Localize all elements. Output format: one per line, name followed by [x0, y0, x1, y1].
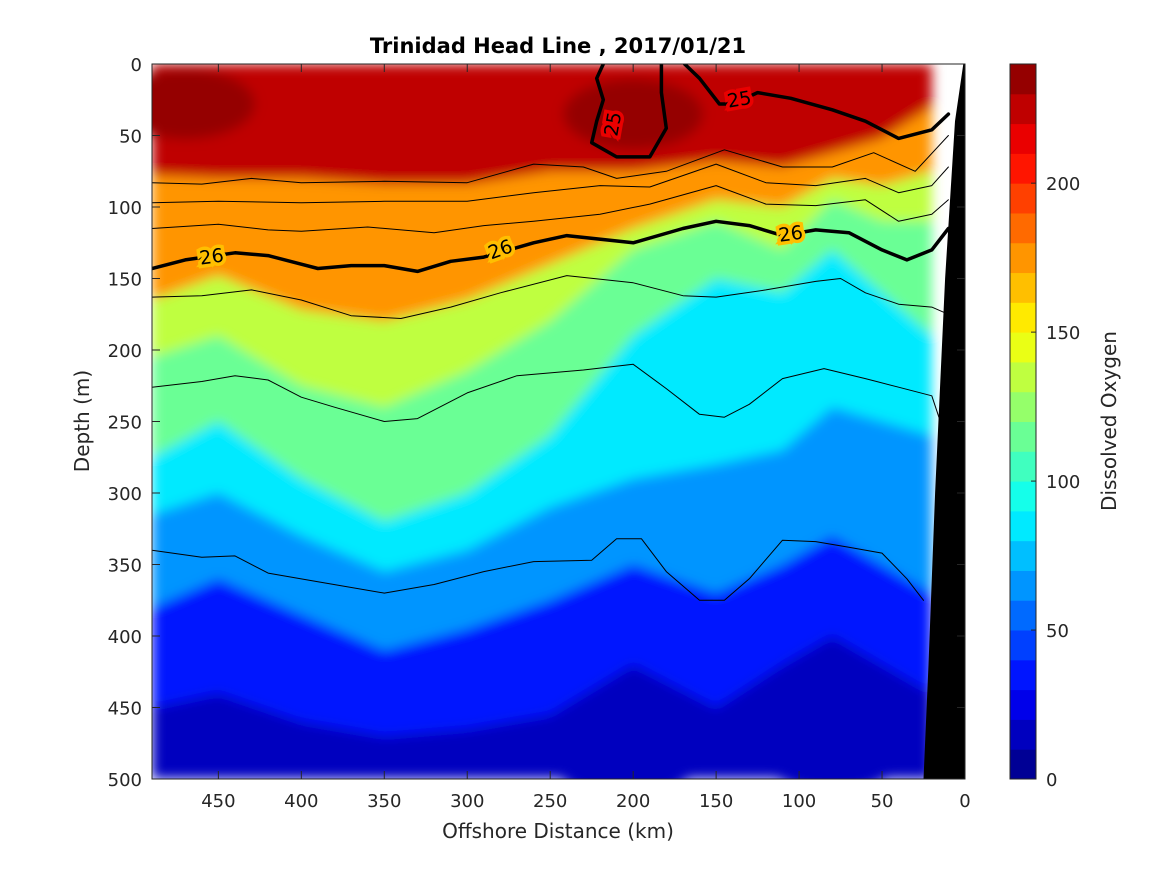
- x-tick-label: 350: [367, 791, 401, 812]
- density-contour: [152, 538, 924, 601]
- density-contour-layer: [152, 64, 951, 601]
- contour-label: 26: [774, 218, 808, 250]
- y-axis: 0 50 100 150 200 250 300 350 400 450 500: [108, 55, 965, 791]
- colorbar-swatch: [1010, 510, 1036, 542]
- colorbar-swatch: [1010, 391, 1036, 422]
- x-tick-label: 50: [871, 791, 894, 812]
- bathymetry-shelf: [923, 64, 965, 779]
- y-tick-label: 100: [108, 198, 142, 219]
- colorbar-swatch: [1010, 302, 1036, 333]
- density-contour: [682, 64, 951, 141]
- contour-label-text: 25: [600, 110, 626, 138]
- x-tick-label: 150: [699, 791, 733, 812]
- density-contour: [152, 185, 949, 234]
- contour-label: 26: [195, 241, 229, 273]
- colorbar-swatch: [1010, 689, 1036, 720]
- x-tick-label: 300: [450, 791, 484, 812]
- x-axis: 450 400 350 300 250 200 150 100 50 0: [201, 64, 971, 812]
- oxygen-core: [563, 79, 704, 150]
- contour-label: 25: [722, 83, 757, 116]
- colorbar-swatch: [1010, 212, 1036, 244]
- oxygen-band: [152, 535, 932, 737]
- y-tick-label: 500: [108, 770, 142, 791]
- x-tick-label: 400: [284, 791, 318, 812]
- colorbar-swatch: [1010, 153, 1036, 184]
- y-tick-label: 200: [108, 341, 142, 362]
- oxygen-fill-layer: [152, 64, 932, 779]
- y-tick-label: 150: [108, 270, 142, 291]
- colorbar-swatch: [1010, 570, 1036, 601]
- oxygen-band: [152, 106, 932, 322]
- colorbar-swatch: [1010, 659, 1036, 691]
- colorbar-tick-label: 100: [1046, 472, 1080, 493]
- density-contour: [152, 363, 946, 437]
- y-tick-label: 50: [119, 127, 142, 148]
- colorbar-swatch: [1010, 630, 1036, 661]
- colorbar-tick-label: 150: [1046, 323, 1080, 344]
- density-contour: [152, 219, 951, 274]
- x-axis-label: Offshore Distance (km): [442, 819, 674, 843]
- colorbar-axis: 0 50 100 150 200: [1031, 174, 1080, 791]
- oxygen-band: [152, 636, 932, 779]
- colorbar-swatch: [1010, 183, 1036, 214]
- y-tick-label: 350: [108, 556, 142, 577]
- colorbar-swatch: [1010, 123, 1036, 154]
- contour-label: 25: [597, 107, 630, 142]
- chart-title: Trinidad Head Line , 2017/01/21: [370, 34, 746, 58]
- colorbar-swatch: [1010, 332, 1036, 363]
- colorbar-frame: [1009, 63, 1037, 780]
- density-contour: [152, 275, 949, 319]
- x-tick-label: 200: [616, 791, 650, 812]
- density-contour: [152, 163, 949, 204]
- colorbar-tick-label: 0: [1046, 770, 1057, 791]
- x-tick-label: 0: [959, 791, 970, 812]
- y-tick-label: 450: [108, 699, 142, 720]
- colorbar-swatch: [1010, 600, 1036, 631]
- colorbar: [1010, 64, 1036, 780]
- oxygen-core: [152, 69, 256, 140]
- x-tick-label: 250: [533, 791, 567, 812]
- colorbar-swatch: [1010, 481, 1036, 512]
- oxygen-core: [554, 729, 695, 779]
- y-tick-label: 400: [108, 627, 142, 648]
- colorbar-label: Dissolved Oxygen: [1097, 331, 1121, 511]
- oxygen-core: [762, 722, 903, 779]
- colorbar-swatch: [1010, 451, 1036, 482]
- x-tick-label: 100: [782, 791, 816, 812]
- density-contour: [152, 135, 949, 185]
- y-tick-label: 300: [108, 484, 142, 505]
- colorbar-swatch: [1010, 361, 1036, 393]
- oxygen-band: [152, 64, 932, 185]
- x-tick-label: 450: [201, 791, 235, 812]
- colorbar-swatch: [1010, 272, 1036, 303]
- contour-label-text: 26: [198, 245, 225, 270]
- colorbar-swatch: [1010, 242, 1036, 274]
- colorbar-swatch: [1010, 749, 1036, 780]
- colorbar-tick-label: 200: [1046, 174, 1080, 195]
- density-contour: [589, 64, 669, 159]
- contour-label-text: 25: [726, 87, 754, 113]
- y-axis-label: Depth (m): [70, 370, 94, 472]
- colorbar-swatch: [1010, 719, 1036, 750]
- colorbar-swatch: [1010, 64, 1036, 95]
- oxygen-band: [152, 171, 932, 408]
- colorbar-swatch: [1010, 540, 1036, 571]
- y-tick-label: 0: [131, 55, 142, 76]
- oxygen-band: [152, 199, 932, 522]
- oxygen-band: [152, 249, 932, 572]
- oxygen-band: [152, 407, 932, 651]
- colorbar-swatch: [1010, 93, 1036, 125]
- contour-label-text: 26: [777, 222, 804, 247]
- colorbar-swatch: [1010, 421, 1036, 452]
- colorbar-tick-label: 50: [1046, 621, 1069, 642]
- y-tick-label: 250: [108, 413, 142, 434]
